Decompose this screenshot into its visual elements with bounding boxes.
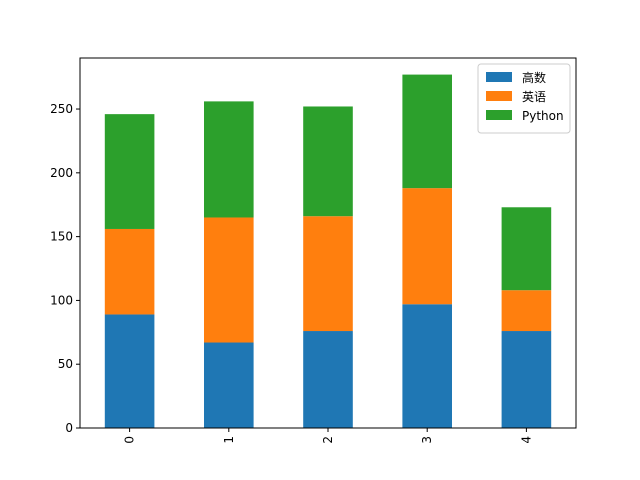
y-tick-label-0: 0 (65, 421, 73, 435)
bar-0-series-2 (104, 114, 155, 229)
legend-label-0: 高数 (522, 70, 546, 85)
bar-4-series-0 (501, 331, 552, 428)
x-tick-label-0: 0 (123, 436, 137, 444)
bar-3-series-0 (402, 304, 452, 428)
legend-swatch-1 (486, 91, 512, 101)
bar-3-series-2 (402, 74, 452, 189)
bar-1-series-0 (204, 342, 254, 428)
x-tick-label-2: 2 (321, 436, 335, 444)
y-tick-label-100: 100 (50, 293, 73, 307)
bar-3-series-1 (402, 188, 452, 305)
x-axis-ticks: 0 1 2 3 4 (123, 428, 533, 444)
y-tick-label-50: 50 (58, 357, 73, 371)
bars-layer (104, 74, 552, 428)
bar-2-series-0 (303, 331, 353, 428)
legend-label-2: Python (522, 109, 564, 123)
y-tick-label-150: 150 (50, 230, 73, 244)
bar-4-series-2 (501, 207, 552, 291)
bar-0-series-0 (104, 314, 155, 428)
y-tick-label-200: 200 (50, 166, 73, 180)
bar-1-series-2 (204, 101, 254, 218)
bar-0-series-1 (104, 228, 155, 315)
x-tick-label-3: 3 (420, 436, 434, 444)
bar-2-series-1 (303, 216, 353, 332)
x-tick-label-4: 4 (519, 436, 533, 444)
y-axis-ticks: 0 50 100 150 200 250 (50, 102, 80, 435)
legend-swatch-2 (486, 110, 512, 120)
y-tick-label-250: 250 (50, 102, 73, 116)
bar-4-series-1 (501, 290, 552, 332)
x-tick-label-1: 1 (222, 436, 236, 444)
bar-1-series-1 (204, 217, 254, 343)
bar-2-series-2 (303, 106, 353, 217)
legend-swatch-0 (486, 72, 512, 82)
legend-label-1: 英语 (522, 90, 546, 104)
